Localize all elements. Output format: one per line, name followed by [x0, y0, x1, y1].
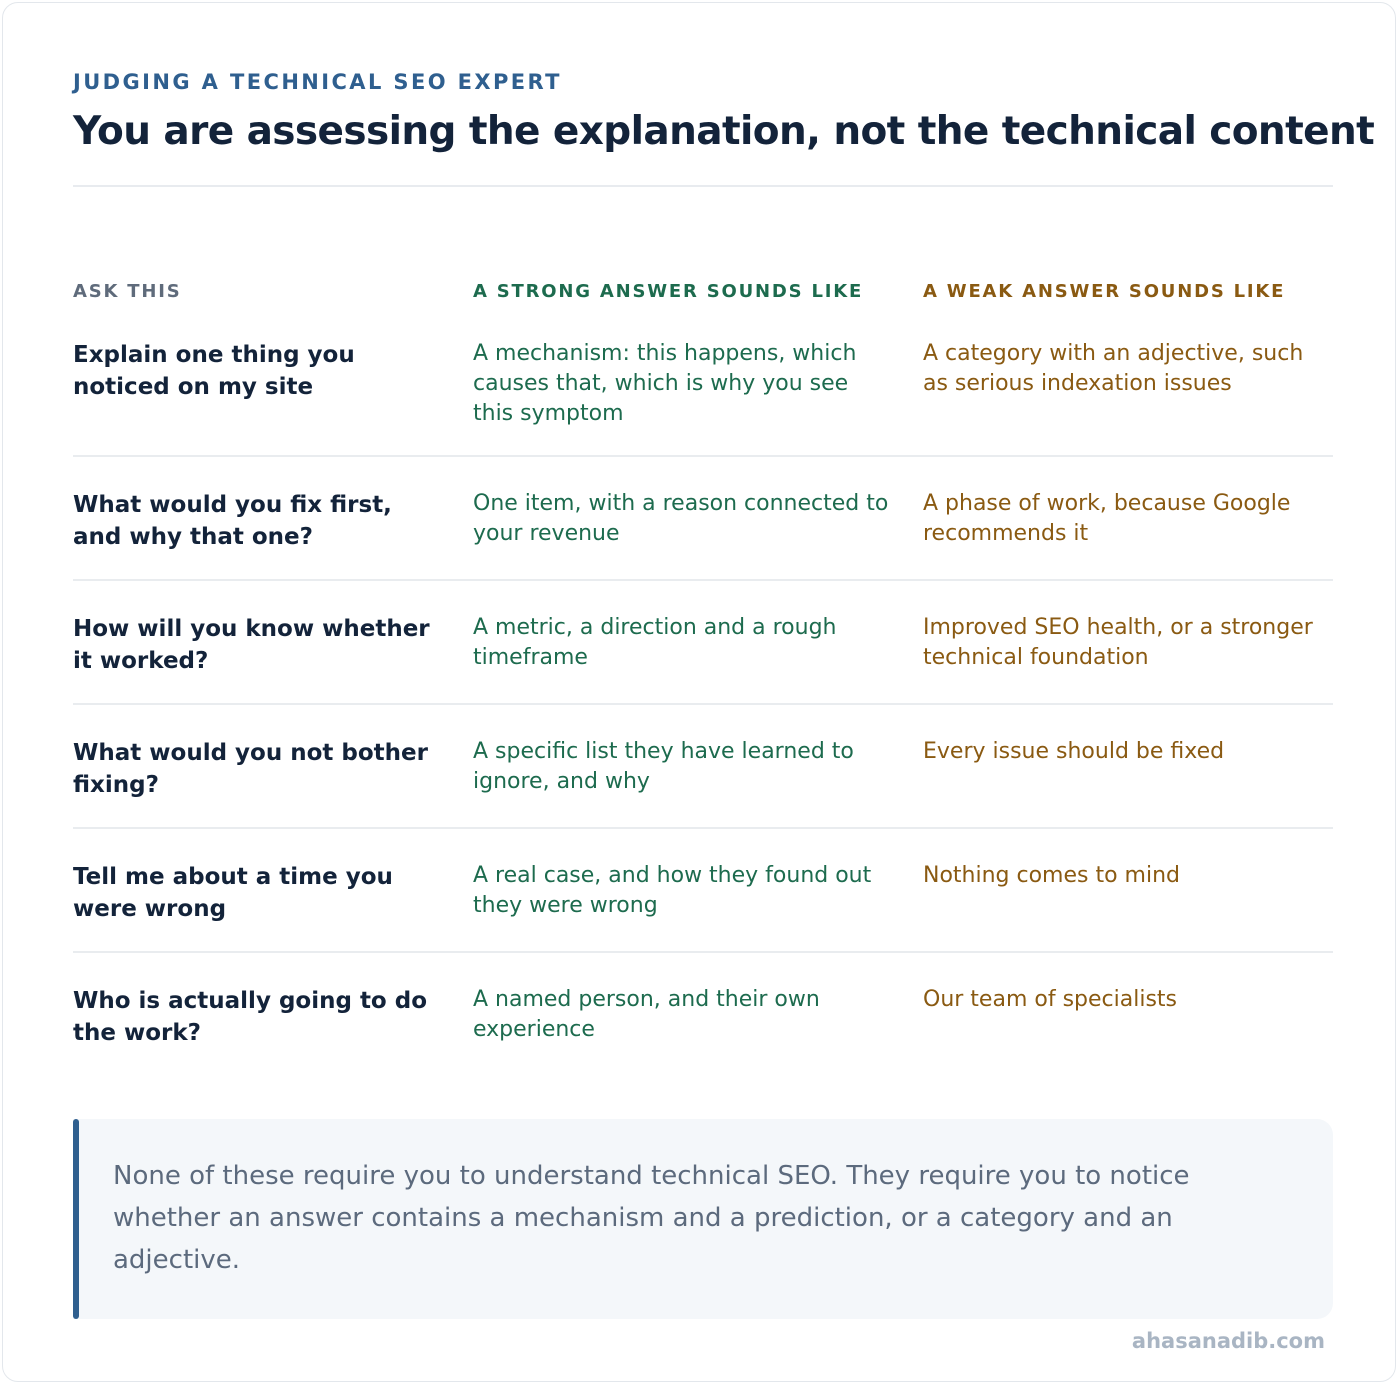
question-cell: Tell me about a time you were wrong — [73, 864, 393, 922]
weak-answer-cell: Improved SEO health, or a stronger techn… — [923, 615, 1313, 670]
table-row: Who is actually going to do the work? A … — [73, 953, 1333, 1063]
weak-answer-cell: Every issue should be fixed — [923, 739, 1225, 764]
strong-answer-cell: One item, with a reason connected to you… — [473, 491, 889, 546]
column-header-weak: A WEAK ANSWER SOUNDS LIKE — [923, 281, 1286, 302]
site-credit: ahasanadib.com — [1131, 1329, 1325, 1353]
table-row: What would you fix first, and why that o… — [73, 457, 1333, 581]
column-header-ask: ASK THIS — [73, 281, 182, 302]
column-header-strong: A STRONG ANSWER SOUNDS LIKE — [473, 281, 864, 302]
weak-answer-cell: Nothing comes to mind — [923, 863, 1181, 888]
question-cell: Explain one thing you noticed on my site — [73, 342, 355, 400]
strong-answer-cell: A named person, and their own experience — [473, 987, 820, 1042]
table-row: How will you know whether it worked? A m… — [73, 581, 1333, 705]
callout-accent-bar — [73, 1119, 79, 1319]
table-row: What would you not bother fixing? A spec… — [73, 705, 1333, 829]
weak-answer-cell: Our team of specialists — [923, 987, 1177, 1012]
question-cell: What would you not bother fixing? — [73, 740, 428, 798]
page-title: You are assessing the explanation, not t… — [73, 109, 1375, 154]
weak-answer-cell: A category with an adjective, such as se… — [923, 341, 1304, 396]
table-row: Tell me about a time you were wrong A re… — [73, 829, 1333, 953]
callout-text: None of these require you to understand … — [113, 1161, 1190, 1275]
strong-answer-cell: A mechanism: this happens, which causes … — [473, 341, 857, 426]
strong-answer-cell: A specific list they have learned to ign… — [473, 739, 854, 794]
callout-note: None of these require you to understand … — [73, 1119, 1333, 1319]
table-body: Explain one thing you noticed on my site… — [73, 333, 1333, 1063]
question-cell: How will you know whether it worked? — [73, 616, 430, 674]
strong-answer-cell: A metric, a direction and a rough timefr… — [473, 615, 837, 670]
strong-answer-cell: A real case, and how they found out they… — [473, 863, 872, 918]
question-cell: Who is actually going to do the work? — [73, 988, 428, 1046]
question-cell: What would you fix first, and why that o… — [73, 492, 392, 550]
divider — [73, 185, 1333, 187]
weak-answer-cell: A phase of work, because Google recommen… — [923, 491, 1291, 546]
table-header: ASK THIS A STRONG ANSWER SOUNDS LIKE A W… — [73, 281, 1333, 305]
table-row: Explain one thing you noticed on my site… — [73, 333, 1333, 457]
kicker: JUDGING A TECHNICAL SEO EXPERT — [73, 70, 562, 94]
